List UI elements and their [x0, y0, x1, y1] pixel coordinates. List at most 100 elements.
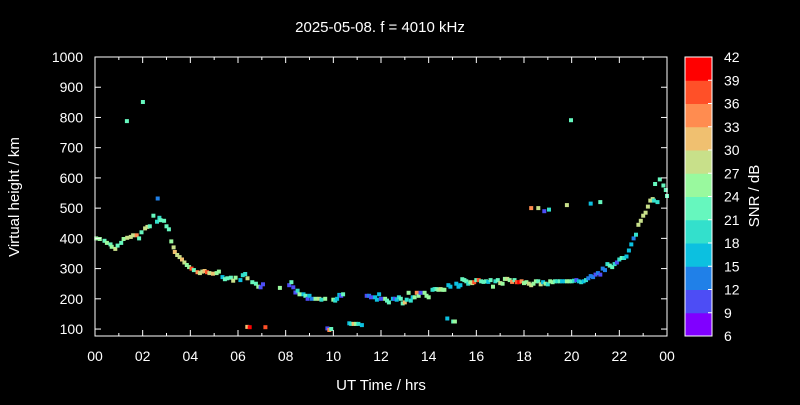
data-point — [572, 278, 576, 283]
data-point — [177, 255, 182, 260]
x-tick-label: 08 — [278, 348, 294, 364]
data-point — [402, 300, 407, 305]
data-point — [519, 279, 524, 284]
data-point — [536, 206, 541, 211]
colorbar-tick-label: 30 — [724, 142, 740, 158]
data-point — [162, 218, 167, 223]
data-point — [500, 281, 505, 286]
colorbar-segment — [685, 312, 712, 337]
data-point — [131, 233, 136, 238]
data-point — [256, 284, 261, 289]
data-point — [128, 234, 133, 239]
colorbar-segment — [685, 219, 712, 244]
colorbar-tick-label: 18 — [724, 235, 740, 251]
data-point — [151, 213, 156, 218]
x-tick-label: 22 — [612, 348, 628, 364]
data-point — [207, 271, 212, 276]
data-point — [579, 280, 584, 285]
data-point — [139, 230, 144, 235]
x-tick-label: 06 — [230, 348, 246, 364]
data-point — [404, 297, 409, 302]
data-point — [147, 224, 152, 229]
data-point — [341, 292, 346, 297]
data-point — [394, 297, 399, 302]
data-point — [243, 272, 248, 276]
data-point — [200, 269, 205, 274]
data-point — [109, 244, 114, 249]
data-point — [454, 281, 459, 286]
data-point — [424, 293, 429, 298]
data-point — [369, 295, 373, 300]
data-point — [287, 283, 292, 288]
colorbar-segment — [685, 80, 712, 104]
data-point — [442, 287, 447, 292]
data-point — [225, 276, 230, 281]
data-point — [374, 297, 379, 302]
data-point — [610, 265, 615, 270]
data-point — [356, 321, 361, 326]
data-point — [189, 266, 194, 271]
data-point — [524, 280, 529, 285]
data-point — [97, 237, 102, 241]
data-point — [593, 272, 598, 277]
data-point — [584, 278, 588, 283]
colorbar-tick-label: 36 — [724, 96, 740, 112]
data-point — [295, 288, 300, 293]
data-point — [104, 240, 109, 245]
data-point — [233, 275, 238, 280]
data-point — [517, 280, 522, 285]
data-point — [495, 278, 500, 283]
data-point — [553, 279, 557, 284]
data-point — [541, 280, 546, 285]
y-tick-label: 600 — [60, 170, 84, 186]
data-point — [430, 287, 435, 292]
data-point — [317, 296, 322, 301]
data-point — [629, 242, 634, 247]
data-point — [663, 188, 668, 192]
data-point — [605, 262, 610, 267]
data-point — [349, 321, 354, 326]
data-point — [253, 281, 258, 286]
data-point — [614, 260, 619, 265]
colorbar-segment — [685, 57, 712, 81]
data-point — [184, 263, 189, 267]
data-point — [547, 207, 551, 212]
data-point — [641, 213, 646, 218]
data-point — [113, 246, 118, 251]
x-tick-label: 04 — [183, 348, 199, 364]
colorbar-segment — [685, 266, 712, 290]
data-point — [510, 279, 515, 284]
x-tick-label: 20 — [564, 348, 580, 364]
data-point — [195, 270, 200, 275]
data-point — [657, 177, 662, 182]
data-point — [512, 278, 517, 283]
data-point — [576, 279, 581, 284]
data-point — [238, 278, 243, 283]
data-point — [216, 269, 221, 274]
data-point — [115, 243, 120, 248]
colorbar-segment — [685, 196, 712, 221]
x-tick-label: 02 — [135, 348, 151, 364]
data-point — [418, 290, 423, 295]
data-point — [634, 232, 638, 237]
data-point — [121, 237, 126, 241]
data-point — [145, 224, 150, 229]
data-point — [569, 279, 574, 284]
y-tick-label: 300 — [60, 261, 84, 277]
data-point — [648, 198, 653, 203]
data-point — [651, 198, 656, 203]
data-point — [476, 278, 481, 283]
data-point — [452, 319, 457, 324]
data-point — [406, 290, 411, 295]
data-point — [373, 295, 377, 300]
data-point — [655, 200, 660, 205]
data-point — [386, 300, 391, 305]
y-tick-label: 1000 — [52, 49, 83, 65]
data-point — [261, 282, 265, 287]
x-tick-label: 00 — [659, 348, 675, 364]
data-point — [486, 279, 491, 284]
data-point — [466, 281, 471, 286]
data-point — [491, 284, 495, 289]
data-point — [543, 281, 548, 286]
colorbar-tick-label: 12 — [724, 282, 740, 298]
